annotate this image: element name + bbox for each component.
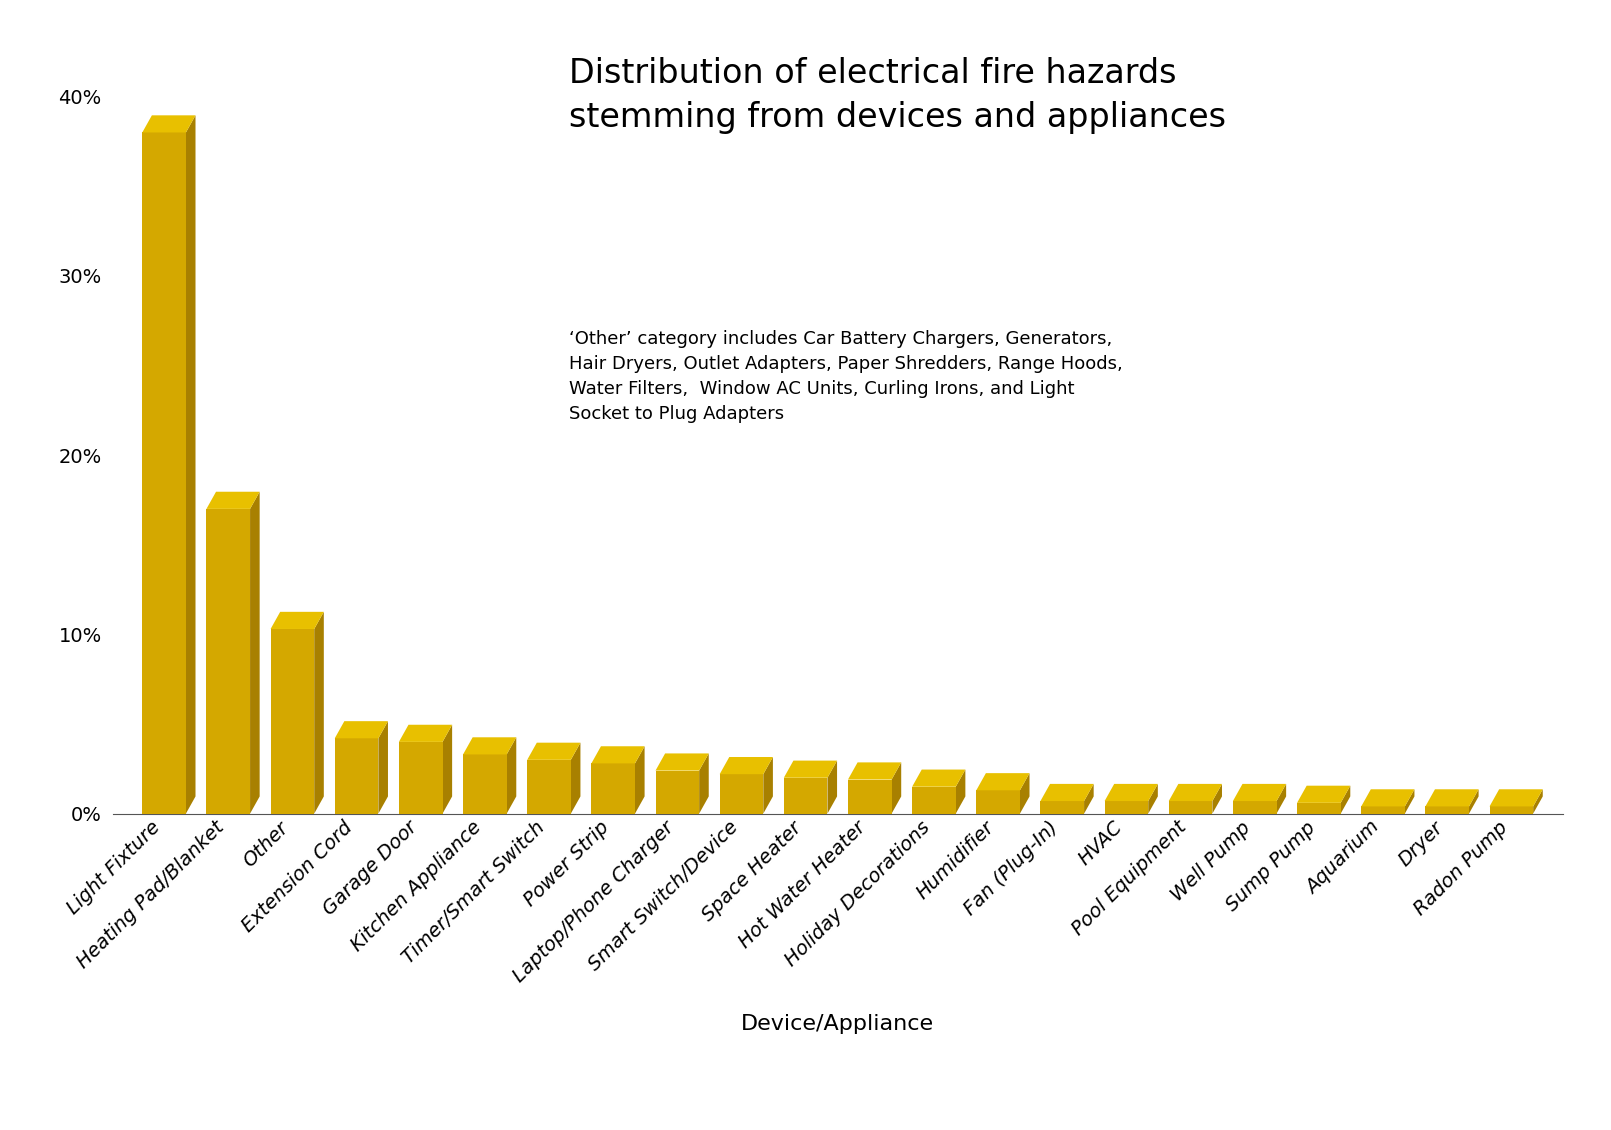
Polygon shape [764,757,773,814]
Polygon shape [250,492,259,814]
Polygon shape [314,611,324,814]
Polygon shape [1490,807,1534,814]
Polygon shape [1105,784,1158,801]
Polygon shape [1084,784,1094,814]
Polygon shape [656,771,699,814]
Polygon shape [142,115,195,132]
Polygon shape [1534,789,1543,814]
Polygon shape [720,774,764,814]
Polygon shape [400,724,453,742]
Polygon shape [1232,801,1276,814]
Polygon shape [912,770,965,786]
Polygon shape [185,115,195,814]
Polygon shape [462,737,516,755]
X-axis label: Device/Appliance: Device/Appliance [741,1014,934,1034]
Polygon shape [1361,789,1414,807]
Polygon shape [206,508,250,814]
Polygon shape [720,757,773,774]
Polygon shape [507,737,516,814]
Polygon shape [1041,784,1094,801]
Polygon shape [591,746,644,764]
Polygon shape [443,724,453,814]
Polygon shape [379,721,388,814]
Polygon shape [891,763,901,814]
Text: ‘Other’ category includes Car Battery Chargers, Generators,
Hair Dryers, Outlet : ‘Other’ category includes Car Battery Ch… [570,330,1123,424]
Polygon shape [142,132,185,814]
Polygon shape [591,764,635,814]
Polygon shape [955,770,965,814]
Polygon shape [1105,801,1149,814]
Polygon shape [912,786,955,814]
Polygon shape [1297,802,1340,814]
Polygon shape [976,790,1020,814]
Polygon shape [1276,784,1286,814]
Polygon shape [1490,789,1543,807]
Polygon shape [1168,784,1223,801]
Polygon shape [656,754,709,771]
Polygon shape [1168,801,1213,814]
Polygon shape [1232,784,1286,801]
Polygon shape [699,754,709,814]
Polygon shape [785,760,838,777]
Polygon shape [335,721,388,738]
Polygon shape [1426,789,1479,807]
Polygon shape [1213,784,1223,814]
Polygon shape [847,780,891,814]
Polygon shape [206,492,259,508]
Polygon shape [785,777,828,814]
Polygon shape [1361,807,1405,814]
Polygon shape [570,742,580,814]
Polygon shape [527,742,580,759]
Polygon shape [271,629,314,814]
Text: Distribution of electrical fire hazards
stemming from devices and appliances: Distribution of electrical fire hazards … [570,58,1226,133]
Polygon shape [976,773,1029,790]
Polygon shape [527,759,570,814]
Polygon shape [1149,784,1158,814]
Polygon shape [335,738,379,814]
Polygon shape [828,760,838,814]
Polygon shape [462,755,507,814]
Polygon shape [1020,773,1029,814]
Polygon shape [400,742,443,814]
Polygon shape [271,611,324,629]
Polygon shape [1469,789,1479,814]
Polygon shape [1297,785,1350,802]
Polygon shape [635,746,644,814]
Polygon shape [1041,801,1084,814]
Polygon shape [847,763,901,780]
Polygon shape [1405,789,1414,814]
Polygon shape [1340,785,1350,814]
Polygon shape [1426,807,1469,814]
